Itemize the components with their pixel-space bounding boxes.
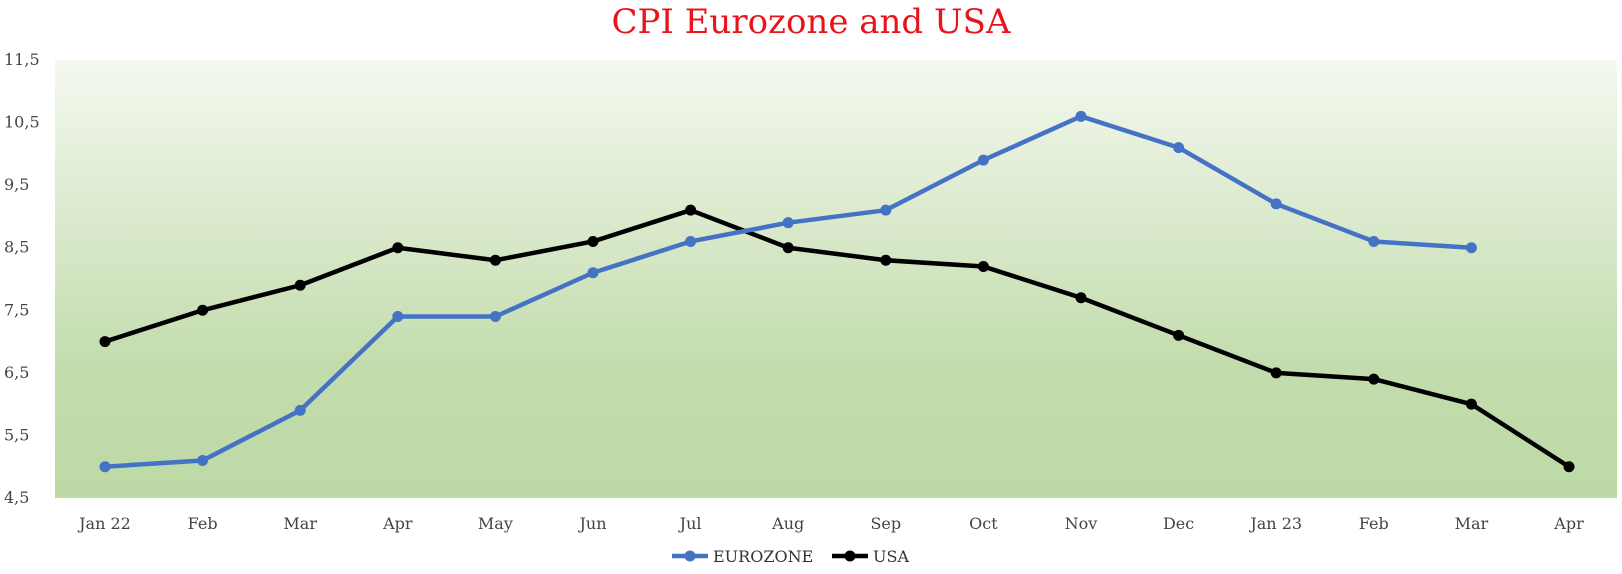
legend-label: EUROZONE xyxy=(713,547,813,566)
data-point-usa xyxy=(99,336,111,348)
data-point-usa xyxy=(294,279,306,291)
series-usa xyxy=(99,204,1575,473)
x-tick-label: Jan 23 xyxy=(1248,514,1302,533)
data-point-usa xyxy=(197,304,209,316)
x-tick-label: Feb xyxy=(1359,514,1389,533)
data-point-usa xyxy=(685,204,697,216)
data-point-eurozone xyxy=(99,461,111,473)
legend-item-usa: USA xyxy=(832,547,909,566)
series-eurozone xyxy=(99,110,1477,473)
x-tick-label: Oct xyxy=(969,514,998,533)
x-tick-label: Jun xyxy=(577,514,606,533)
data-point-eurozone xyxy=(489,311,501,323)
data-point-eurozone xyxy=(880,204,892,216)
data-point-eurozone xyxy=(587,267,599,279)
data-point-eurozone xyxy=(392,311,404,323)
data-point-eurozone xyxy=(1270,198,1282,210)
data-point-eurozone xyxy=(1465,242,1477,254)
y-tick-label: 4,5 xyxy=(4,488,29,507)
series-line-usa xyxy=(102,207,1572,469)
y-tick-label: 10,5 xyxy=(4,113,40,132)
x-tick-label: Sep xyxy=(870,514,901,533)
data-point-usa xyxy=(1563,461,1575,473)
data-point-usa xyxy=(392,242,404,254)
x-tick-label: Jan 22 xyxy=(77,514,131,533)
x-tick-label: May xyxy=(478,514,513,533)
data-point-usa xyxy=(489,254,501,266)
data-point-usa xyxy=(1465,398,1477,410)
plot-area xyxy=(55,60,1617,498)
data-point-usa xyxy=(1270,367,1282,379)
data-point-usa xyxy=(587,235,599,247)
legend-item-eurozone: EUROZONE xyxy=(672,547,813,566)
x-tick-label: Nov xyxy=(1065,514,1098,533)
y-axis: 11,5 10,5 9,5 8,5 7,5 6,5 5,5 4,5 xyxy=(4,50,40,507)
data-point-eurozone xyxy=(294,404,306,416)
y-tick-label: 5,5 xyxy=(4,425,29,444)
data-point-usa xyxy=(1075,292,1087,304)
x-tick-label: Apr xyxy=(1553,514,1584,533)
data-point-eurozone xyxy=(782,217,794,229)
x-tick-label: Mar xyxy=(283,514,317,533)
x-axis: Jan 22 Feb Mar Apr May Jun Jul Aug Sep Oct Nov Dec J… xyxy=(77,514,1584,533)
y-tick-label: 11,5 xyxy=(4,50,40,69)
chart-title: CPI Eurozone and USA xyxy=(611,2,1010,42)
data-point-eurozone xyxy=(1075,110,1087,122)
x-tick-label: Jul xyxy=(678,514,702,533)
data-point-usa xyxy=(782,242,794,254)
legend-marker xyxy=(684,550,696,562)
legend-label: USA xyxy=(873,547,909,566)
data-point-eurozone xyxy=(1173,142,1185,154)
legend-marker xyxy=(844,550,856,562)
legend: EUROZONE USA xyxy=(672,547,909,566)
y-tick-label: 9,5 xyxy=(4,175,29,194)
y-tick-label: 6,5 xyxy=(4,363,29,382)
data-point-usa xyxy=(977,260,989,272)
y-tick-label: 8,5 xyxy=(4,238,29,257)
x-tick-label: Apr xyxy=(382,514,413,533)
data-point-usa xyxy=(880,254,892,266)
x-tick-label: Mar xyxy=(1455,514,1489,533)
y-tick-label: 7,5 xyxy=(4,300,29,319)
data-point-usa xyxy=(1368,373,1380,385)
data-point-eurozone xyxy=(977,154,989,166)
x-tick-label: Aug xyxy=(771,514,804,533)
data-point-usa xyxy=(1173,329,1185,341)
x-tick-label: Feb xyxy=(188,514,218,533)
data-point-eurozone xyxy=(685,235,697,247)
x-tick-label: Dec xyxy=(1163,514,1194,533)
data-point-eurozone xyxy=(1368,235,1380,247)
series-layer xyxy=(99,110,1575,473)
data-point-eurozone xyxy=(197,454,209,466)
